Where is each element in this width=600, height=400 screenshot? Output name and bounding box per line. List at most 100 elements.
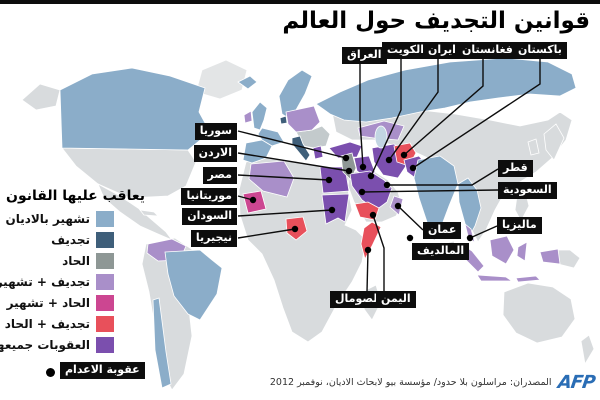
legend-death-penalty-label: عقوبة الاعدام <box>60 362 145 379</box>
map-region-ireland <box>243 110 253 124</box>
connector-somalia <box>366 249 369 293</box>
map-region-greece <box>312 145 324 160</box>
legend-row: العقوبات جميعها <box>0 336 114 353</box>
legend-label: الحاد <box>62 253 90 268</box>
map-region-new-zealand <box>580 334 595 366</box>
country-label-afghanistan: افغانستان <box>457 42 522 59</box>
legend-swatch-blasphemy-apostasy <box>96 315 114 332</box>
death-penalty-dot-icon <box>46 368 55 377</box>
map-region-germany-poland <box>285 105 321 133</box>
legend-row: تجديف + تشهير <box>0 273 114 290</box>
dot-jordan <box>345 167 353 175</box>
dot-yemen <box>369 211 377 219</box>
legend-swatch-apostasy-defamation <box>96 294 114 311</box>
legend-swatch-apostasy <box>96 252 114 269</box>
connector-oman <box>397 205 424 231</box>
legend-swatch-defamation <box>96 210 114 227</box>
legend: تشهير بالاديان تجديف الحاد تجديف + تشهير… <box>0 210 114 357</box>
legend-label: تجديف <box>51 232 90 247</box>
country-label-kuwait: الكويت <box>382 42 429 59</box>
legend-label: تجديف + الحاد <box>4 316 90 331</box>
dot-iran <box>385 156 393 164</box>
map-region-west-papua <box>539 248 561 265</box>
connector-sudan <box>237 209 333 217</box>
country-label-maldives: المالديف <box>412 243 470 260</box>
legend-swatch-all-penalties <box>96 336 114 353</box>
map-region-russia <box>315 57 577 123</box>
map-region-usa <box>61 147 197 199</box>
dot-sudan <box>328 206 336 214</box>
country-label-somalia: الصومال <box>330 291 387 308</box>
connector-lines <box>237 59 541 293</box>
map-region-korea <box>527 138 540 156</box>
dot-syria <box>342 154 350 162</box>
legend-label: الحاد + تشهير <box>6 295 90 310</box>
source-text: المصدران: مراسلون بلا حدود/ مؤسسة بيو لا… <box>269 377 552 388</box>
dot-pakistan <box>409 164 417 172</box>
country-label-iran: ايران <box>423 42 461 59</box>
caspian-sea <box>374 125 388 149</box>
country-label-sudan: السودان <box>182 208 237 225</box>
connector-afghanistan <box>403 59 484 156</box>
dot-iraq <box>359 163 367 171</box>
connector-syria <box>237 130 347 159</box>
map-region-lesser-sunda <box>515 275 541 283</box>
dot-nigeria <box>291 225 299 233</box>
country-label-nigeria: نيجيريا <box>190 230 237 247</box>
afp-logo: AFP <box>556 372 596 393</box>
map-region-borneo <box>489 235 515 265</box>
dot-kuwait <box>367 172 375 180</box>
country-label-egypt: مصر <box>202 167 237 184</box>
country-label-jordan: الاردن <box>193 145 237 162</box>
connector-malaysia <box>469 225 498 239</box>
legend-label: العقوبات جميعها <box>0 337 90 352</box>
dot-malaysia <box>466 234 474 242</box>
map-region-denmark <box>279 115 288 125</box>
country-label-malaysia: ماليزيا <box>497 217 542 234</box>
country-label-saudi-arabia: السعودية <box>498 182 557 199</box>
country-label-iraq: العراق <box>342 47 387 64</box>
connector-qatar <box>387 168 499 186</box>
country-label-oman: عمان <box>423 222 462 239</box>
dot-somalia <box>364 246 372 254</box>
connector-iran <box>388 59 439 161</box>
dot-maldives <box>406 234 414 242</box>
connector-yemen <box>372 214 385 292</box>
legend-row: الحاد + تشهير <box>0 294 114 311</box>
map-region-greenland <box>195 59 248 100</box>
legend-header: يعاقب عليها القانون <box>6 188 146 204</box>
map-region-uk <box>251 101 268 131</box>
top-rule <box>0 0 600 4</box>
dot-qatar <box>383 181 391 189</box>
country-label-yemen: اليمن <box>376 291 416 308</box>
dot-mauritania <box>249 196 257 204</box>
map-region-eastern-europe <box>295 125 331 149</box>
legend-swatch-blasphemy-defamation <box>96 273 114 290</box>
map-region-cuba <box>139 209 160 217</box>
legend-swatch-blasphemy <box>96 231 114 248</box>
map-region-canada <box>59 67 211 151</box>
map-region-sulawesi <box>516 241 528 262</box>
legend-row: الحاد <box>0 252 114 269</box>
dot-oman <box>394 202 402 210</box>
legend-label: تشهير بالاديان <box>5 211 90 226</box>
map-region-egypt <box>319 166 350 194</box>
connector-saudi-arabia <box>361 189 499 193</box>
map-region-japan <box>543 123 565 161</box>
connector-nigeria <box>237 228 296 239</box>
connector-iraq <box>359 64 364 168</box>
connector-jordan <box>237 152 350 172</box>
death-penalty-dots <box>249 151 474 254</box>
dot-afghanistan <box>400 151 408 159</box>
map-region-myanmar-thailand <box>457 177 482 239</box>
legend-row: تشهير بالاديان <box>0 210 114 227</box>
map-region-iceland <box>237 75 258 90</box>
country-label-qatar: قطر <box>498 160 533 177</box>
connector-kuwait <box>370 59 402 177</box>
dot-saudi-arabia <box>358 188 366 196</box>
legend-row: تجديف <box>0 231 114 248</box>
country-label-mauritania: موريتانيا <box>181 188 237 205</box>
legend-label: تجديف + تشهير <box>0 274 90 289</box>
country-label-pakistan: باكستان <box>513 42 567 59</box>
